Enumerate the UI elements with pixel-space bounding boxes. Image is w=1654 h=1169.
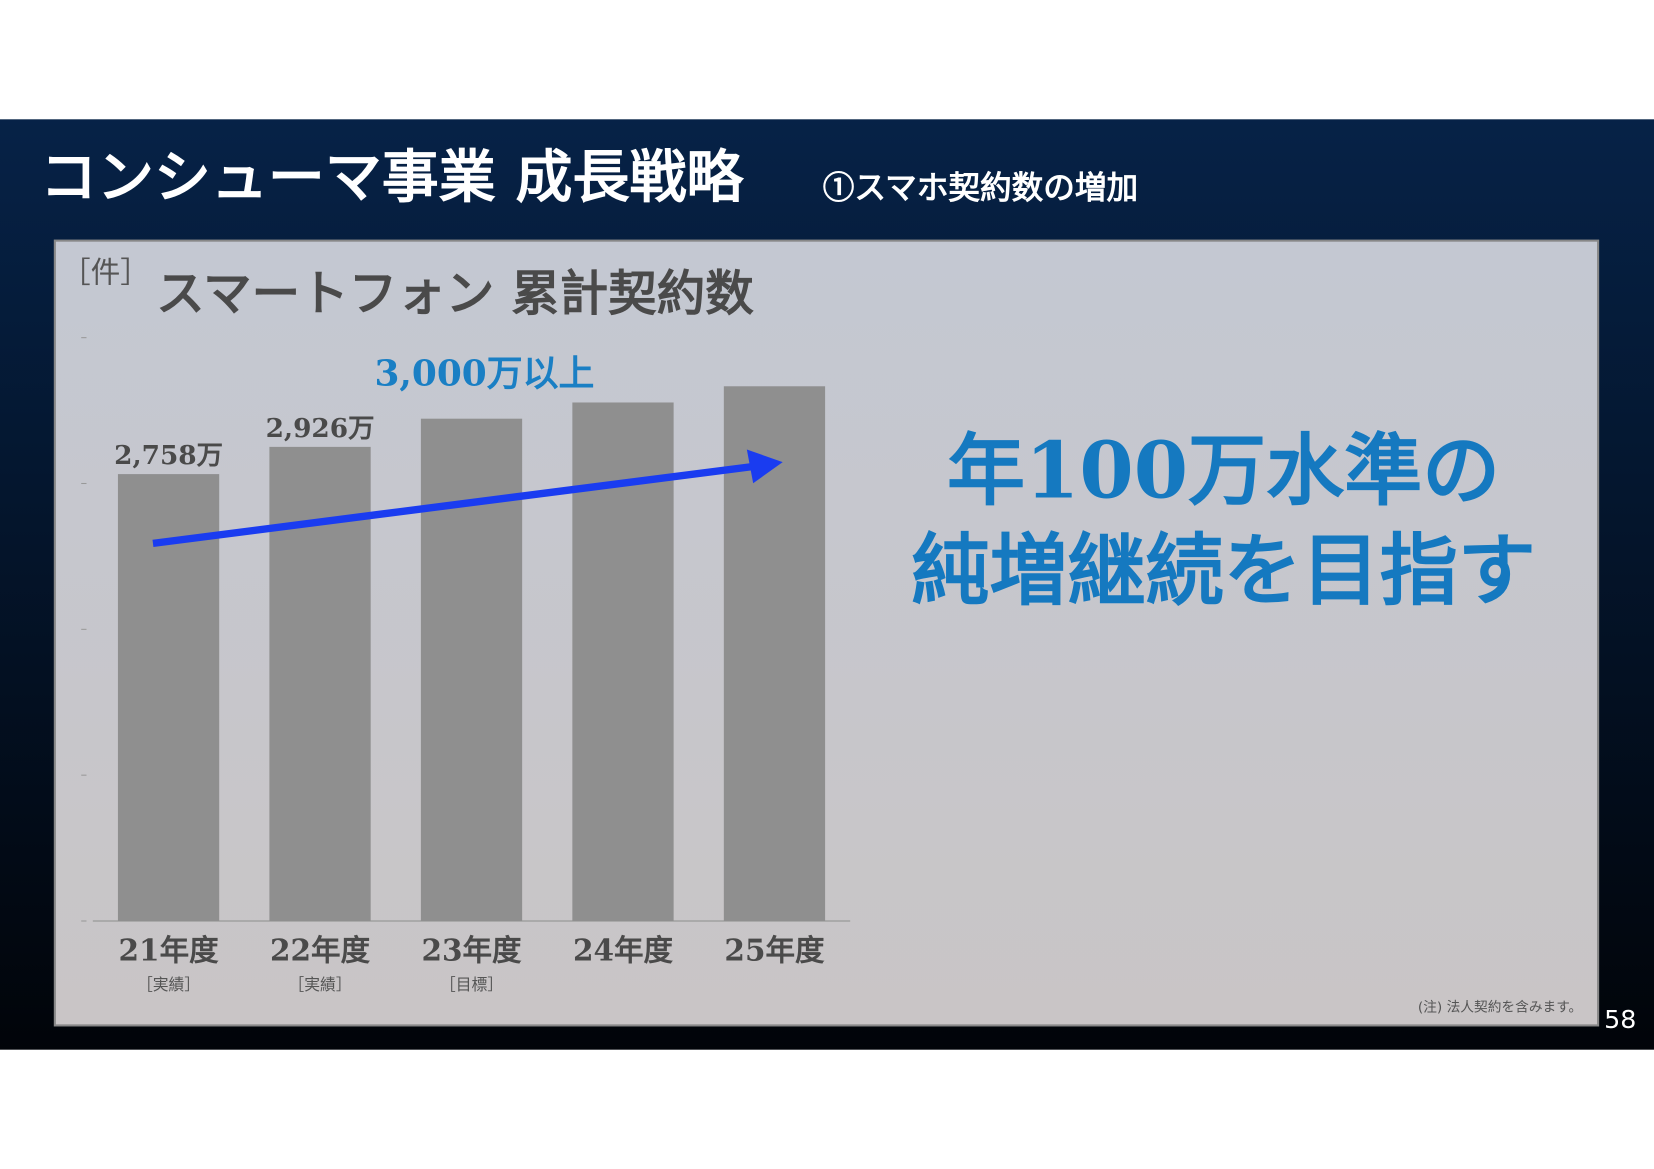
bar bbox=[117, 474, 220, 921]
page-number: 58 bbox=[1604, 1005, 1636, 1034]
bar bbox=[723, 386, 826, 921]
value-label: 2,758万 bbox=[114, 440, 223, 471]
x-tick-label: 21年度 bbox=[119, 933, 220, 968]
x-tick-label: 24年度 bbox=[573, 933, 674, 968]
message-line: 年100万水準の bbox=[947, 425, 1500, 516]
slide-title: コンシューマ事業 成長戦略 bbox=[40, 145, 744, 211]
message-line: 純増継続を目指す bbox=[911, 526, 1535, 617]
x-tick-note: ［実績］ bbox=[288, 975, 351, 994]
value-label: 2,926万 bbox=[266, 413, 375, 444]
x-tick-label: 23年度 bbox=[421, 933, 522, 968]
x-tick-label: 22年度 bbox=[270, 933, 371, 968]
bar bbox=[420, 418, 523, 921]
x-tick-label: 25年度 bbox=[724, 933, 825, 968]
trend-arrowhead bbox=[746, 449, 783, 484]
annotation: 3,000万以上 bbox=[374, 353, 594, 395]
unit-label: ［件］ bbox=[61, 255, 150, 289]
chart-title: スマートフォン 累計契約数 bbox=[156, 265, 754, 322]
footnote: (注) 法人契約を含みます。 bbox=[1418, 999, 1582, 1015]
slide-subtitle: ①スマホ契約数の増加 bbox=[823, 169, 1138, 206]
x-tick-note: ［目標］ bbox=[440, 975, 503, 994]
trend-arrow bbox=[152, 462, 755, 548]
x-tick-note: ［実績］ bbox=[137, 975, 200, 994]
